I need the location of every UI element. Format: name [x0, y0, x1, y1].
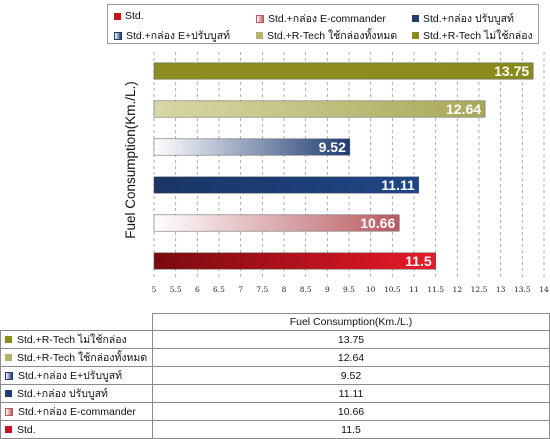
x-tick-label: 9 [325, 285, 330, 294]
legend-swatch [256, 32, 263, 39]
x-tick-label: 13.5 [514, 285, 531, 294]
table-swatch [5, 354, 12, 362]
data-label: 11.11 [381, 177, 415, 193]
table-swatch [5, 390, 12, 398]
legend-label: Std.+กล่อง E+ปรับบูสท์ [126, 30, 231, 42]
table-swatch [5, 407, 13, 416]
bar [153, 100, 486, 118]
legend-swatch [412, 15, 419, 22]
table-row: Std.+กล่อง E-commander 10.66 [0, 402, 550, 422]
x-tick-label: 11.5 [427, 285, 444, 294]
legend-label: Std. [125, 10, 144, 22]
table-row: Std.+กล่อง E+ปรับบูสท์ 9.52 [0, 366, 550, 386]
x-tick-label: 6.5 [213, 285, 225, 294]
table-row-label: Std.+กล่อง ปรับบูสท์ [17, 388, 108, 401]
legend-item-e-boost: Std.+กล่อง E+ปรับบูสท์ [114, 27, 230, 44]
table-swatch [5, 371, 13, 380]
table-row-label: Std.+กล่อง E-commander [18, 406, 136, 419]
table-cell: 9.52 [152, 366, 550, 386]
legend-swatch [114, 31, 122, 40]
x-tick-label: 10.5 [384, 285, 401, 294]
table-cell: 10.66 [152, 402, 550, 422]
legend-label: Std.+R-Tech ไม่ใช้กล่อง [423, 30, 533, 42]
x-tick-label: 14 [539, 285, 549, 294]
table-row-label: Std.+กล่อง E+ปรับบูสท์ [18, 370, 123, 383]
x-tick-label: 8.5 [300, 285, 312, 294]
x-tick-label: 12 [453, 285, 463, 294]
legend-swatch [114, 12, 121, 20]
legend-label: Std.+กล่อง E-commander [268, 13, 386, 25]
legend-item-boost: Std.+กล่อง ปรับบูสท์ [412, 10, 514, 27]
legend-label: Std.+R-Tech ใช้กล่องทั้งหมด [267, 30, 398, 42]
x-tick-label: 10 [366, 285, 376, 294]
bar [153, 138, 351, 156]
legend-label: Std.+กล่อง ปรับบูสท์ [423, 13, 514, 25]
x-tick-label: 11 [409, 285, 419, 294]
table-swatch [5, 426, 12, 434]
table-cell: 12.64 [152, 348, 550, 368]
table-cell: 13.75 [152, 330, 550, 350]
data-table: Fuel Consumption(Km./L.) Std.+R-Tech ไม่… [0, 312, 550, 439]
x-tick-label: 5.5 [170, 285, 182, 294]
table-row: Std.+R-Tech ใช้กล่องทั้งหมด 12.64 [0, 348, 550, 368]
x-tick-label: 9.5 [343, 285, 355, 294]
legend-item-e-commander: Std.+กล่อง E-commander [256, 10, 386, 27]
table-row-label: Std.+R-Tech ไม่ใช้กล่อง [17, 334, 127, 347]
table-row: Std. 11.5 [0, 420, 550, 439]
legend: Std. Std.+กล่อง E-commander Std.+กล่อง ป… [107, 4, 539, 44]
bar-chart: 11.5 10.66 11.11 9.52 12.64 13.75 5 5.5 6 6.5 7 7.… [123, 52, 549, 294]
table-row-label: Std.+R-Tech ใช้กล่องทั้งหมด [17, 352, 148, 365]
table-cell: 11.5 [152, 420, 550, 439]
legend-item-rtech-none: Std.+R-Tech ไม่ใช้กล่อง [412, 27, 533, 44]
y-axis-label: Fuel Consumption(Km./L.) [123, 81, 138, 239]
table-header-row: Fuel Consumption(Km./L.) [0, 312, 550, 332]
table-row: Std.+R-Tech ไม่ใช้กล่อง 13.75 [0, 330, 550, 350]
data-label: 9.52 [319, 139, 346, 155]
data-label: 12.64 [446, 101, 481, 117]
legend-swatch [412, 32, 419, 39]
x-tick-label: 7.5 [256, 285, 268, 294]
bar [153, 62, 534, 80]
bar [153, 252, 436, 270]
x-tick-label: 5 [152, 285, 157, 294]
x-tick-label: 12.5 [471, 285, 488, 294]
table-cell: 11.11 [152, 384, 550, 404]
bar [153, 214, 400, 232]
legend-item-std: Std. [114, 10, 144, 22]
table-row-label: Std. [17, 423, 36, 436]
table-row: Std.+กล่อง ปรับบูสท์ 11.11 [0, 384, 550, 404]
table-header: Fuel Consumption(Km./L.) [152, 312, 550, 332]
x-tick-label: 6 [195, 285, 200, 294]
x-tick-label: 8 [282, 285, 287, 294]
bar [153, 176, 420, 194]
data-label: 13.75 [494, 63, 529, 79]
data-label: 11.5 [405, 253, 432, 269]
data-label: 10.66 [360, 215, 395, 231]
x-tick-label: 7 [238, 285, 243, 294]
legend-item-rtech-all: Std.+R-Tech ใช้กล่องทั้งหมด [256, 27, 397, 44]
table-swatch [5, 336, 12, 344]
x-tick-label: 13 [496, 285, 506, 294]
legend-swatch [256, 14, 264, 23]
